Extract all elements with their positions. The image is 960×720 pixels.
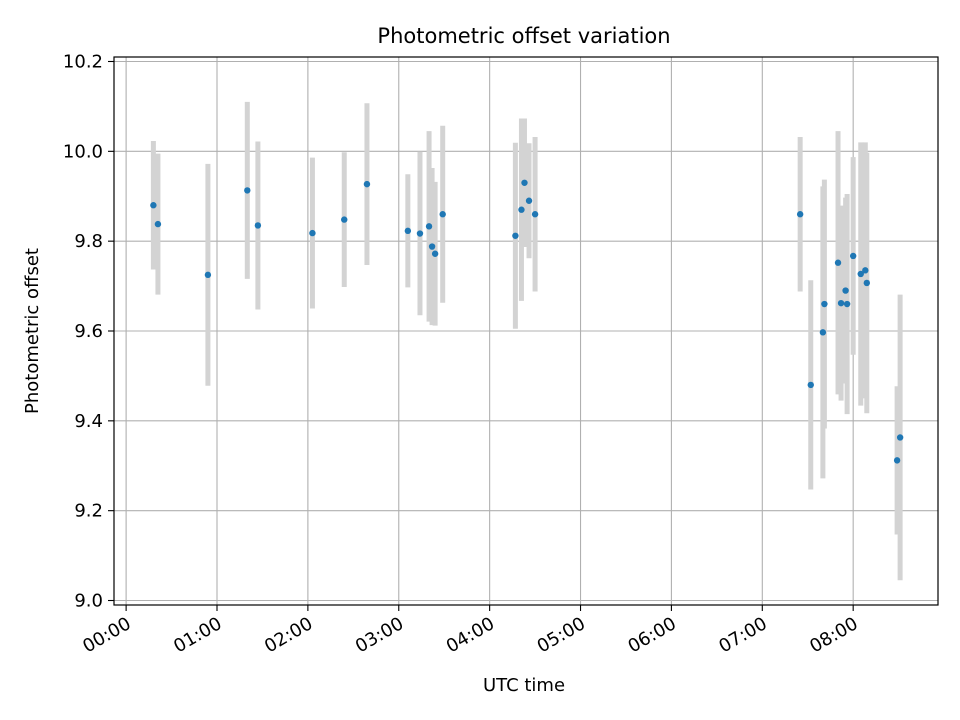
data-point [254, 222, 262, 229]
y-tick-label: 9.2 [74, 501, 103, 522]
data-point [404, 227, 412, 235]
data-point [309, 229, 316, 237]
x-axis-label: UTC time [483, 675, 565, 696]
data-point [512, 232, 519, 239]
data-point [425, 223, 433, 230]
y-tick-label: 10.2 [63, 51, 103, 72]
data-point [819, 329, 827, 336]
data-point [518, 206, 525, 213]
chart-title: Photometric offset variation [377, 24, 670, 48]
data-point [893, 457, 901, 464]
data-point [821, 300, 828, 308]
data-point [416, 230, 424, 237]
y-tick-label: 9.4 [74, 411, 103, 432]
data-point [857, 270, 864, 278]
data-point [341, 216, 348, 223]
data-point [849, 252, 857, 260]
data-point [150, 202, 157, 209]
data-point [525, 197, 533, 204]
data-point [531, 211, 539, 218]
data-point [204, 271, 212, 279]
data-point [862, 267, 869, 274]
data-points [150, 179, 904, 464]
data-point [244, 187, 251, 194]
data-point [842, 287, 849, 294]
data-point [796, 211, 804, 218]
data-point [843, 300, 851, 308]
data-point [431, 250, 439, 257]
data-point [439, 211, 446, 218]
data-point [896, 434, 904, 441]
data-point [834, 259, 842, 266]
data-point [837, 299, 845, 307]
data-point [363, 180, 371, 188]
y-tick-label: 9.0 [74, 591, 103, 612]
y-axis-label: Photometric offset [22, 248, 43, 414]
data-point [807, 381, 814, 389]
data-point [863, 279, 871, 287]
y-tick-label: 9.8 [74, 231, 103, 252]
data-point [428, 243, 436, 250]
y-tick-label: 10.0 [63, 141, 103, 162]
data-point [154, 220, 162, 228]
data-point [521, 179, 528, 186]
y-tick-label: 9.6 [74, 321, 103, 342]
